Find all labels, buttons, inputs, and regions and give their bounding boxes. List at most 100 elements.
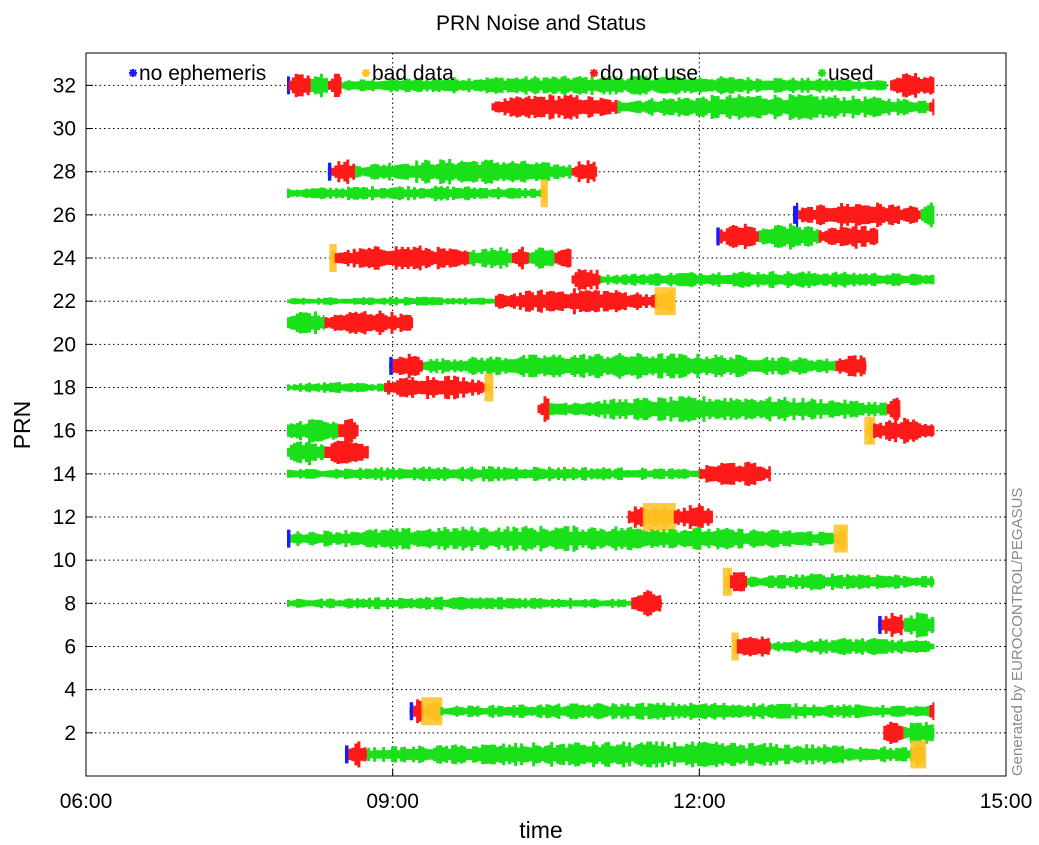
do-not-use-segment xyxy=(571,269,601,291)
segment-noise xyxy=(287,311,325,335)
segment-noise xyxy=(324,440,369,464)
prn-19-row xyxy=(389,353,867,379)
segment-noise xyxy=(920,202,935,228)
segment-noise xyxy=(287,439,325,466)
used-segment xyxy=(903,612,935,638)
legend: no ephemeris bad data do not use used xyxy=(129,62,874,85)
segment-noise xyxy=(287,185,543,201)
segment-noise xyxy=(331,159,356,184)
used-segment xyxy=(770,637,935,656)
segment-noise xyxy=(287,296,495,306)
segment-noise xyxy=(929,702,935,721)
no-ephemeris-tick xyxy=(287,529,291,548)
y-tick-label: 22 xyxy=(53,290,76,313)
segment-noise xyxy=(469,247,512,269)
no-ephemeris-segment xyxy=(344,745,349,764)
y-tick-label: 26 xyxy=(53,204,76,227)
prn-25-row xyxy=(716,223,879,250)
segment-noise xyxy=(491,94,618,120)
do-not-use-segment xyxy=(494,288,657,315)
segment-noise xyxy=(890,73,935,98)
segment-noise xyxy=(617,94,930,120)
segment-noise xyxy=(341,75,887,96)
used-segment xyxy=(290,525,836,552)
x-tick-label: 09:00 xyxy=(366,790,419,813)
y-tick-label: 28 xyxy=(53,161,76,184)
segment-noise xyxy=(392,353,424,379)
bad-data-spike xyxy=(329,244,337,273)
no-ephemeris-segment xyxy=(287,529,291,548)
prn-27-row xyxy=(287,179,548,208)
legend-label: no ephemeris xyxy=(139,62,266,85)
segment-noise xyxy=(440,702,930,720)
legend-label: bad data xyxy=(372,62,454,85)
prn-1-row xyxy=(344,740,927,769)
segment-noise xyxy=(338,418,359,443)
do-not-use-segment xyxy=(537,396,550,422)
legend-item-bad-data: bad data xyxy=(362,62,454,85)
do-not-use-segment xyxy=(338,418,359,443)
segment-noise xyxy=(287,466,700,482)
prn-7-row xyxy=(878,612,935,638)
do-not-use-segment xyxy=(699,461,771,486)
segment-noise xyxy=(288,73,311,98)
bad-data-spike xyxy=(910,740,927,769)
bad-data-segment xyxy=(833,524,848,553)
prn-23-row xyxy=(571,269,935,291)
legend-item-no-ephemeris: no ephemeris xyxy=(129,62,266,85)
plot-frame xyxy=(85,52,1007,777)
segment-noise xyxy=(881,612,904,637)
y-tick-label: 8 xyxy=(64,592,76,615)
y-tick-label: 24 xyxy=(53,247,77,270)
segment-noise xyxy=(310,73,328,98)
y-tick-label: 2 xyxy=(64,722,76,745)
y-tick-label: 10 xyxy=(53,549,76,572)
segment-noise xyxy=(747,573,935,591)
used-segment xyxy=(287,419,339,443)
do-not-use-segment xyxy=(324,440,369,464)
legend-item-used: used xyxy=(818,62,874,85)
do-not-use-segment xyxy=(627,506,645,528)
prn-3-row xyxy=(409,697,935,726)
no-ephemeris-tick xyxy=(327,162,332,181)
used-segment xyxy=(920,202,935,228)
bad-data-segment xyxy=(642,503,676,532)
prn-17-row xyxy=(537,396,901,422)
segment-noise xyxy=(627,506,645,528)
prn-26-row xyxy=(793,202,935,228)
bad-data-spike xyxy=(642,503,676,532)
prn-21-row xyxy=(287,310,414,335)
do-not-use-segment xyxy=(835,355,867,377)
no-ephemeris-segment xyxy=(389,356,393,375)
do-not-use-segment xyxy=(491,94,618,120)
segment-noise xyxy=(334,245,470,271)
do-not-use-segment xyxy=(384,375,487,400)
legend-label: do not use xyxy=(600,62,698,85)
used-segment xyxy=(367,741,913,768)
x-tick-label: 12:00 xyxy=(673,790,726,813)
used-segment xyxy=(287,596,632,610)
used-segment xyxy=(287,439,325,466)
segment-noise xyxy=(511,246,529,270)
y-tick-label: 16 xyxy=(53,420,76,443)
segment-noise xyxy=(770,637,935,656)
bad-data-segment xyxy=(421,697,443,726)
do-not-use-segment xyxy=(288,73,311,98)
used-segment xyxy=(469,247,512,269)
do-not-use-segment xyxy=(719,223,759,249)
bad-data-spike xyxy=(864,416,876,445)
segment-noise xyxy=(554,248,572,268)
segment-noise xyxy=(494,288,657,315)
segment-noise xyxy=(903,612,935,638)
y-axis-label: PRN xyxy=(9,401,35,450)
bad-data-segment xyxy=(484,373,494,402)
used-segment xyxy=(287,296,495,306)
prn-status-marks xyxy=(287,73,935,769)
do-not-use-segment xyxy=(873,417,935,444)
bad-data-spike xyxy=(654,287,676,316)
legend-marker xyxy=(818,69,826,77)
bad-data-segment xyxy=(654,287,676,316)
watermark: Generated by EUROCONTROL/PEGASUS xyxy=(1009,488,1026,776)
